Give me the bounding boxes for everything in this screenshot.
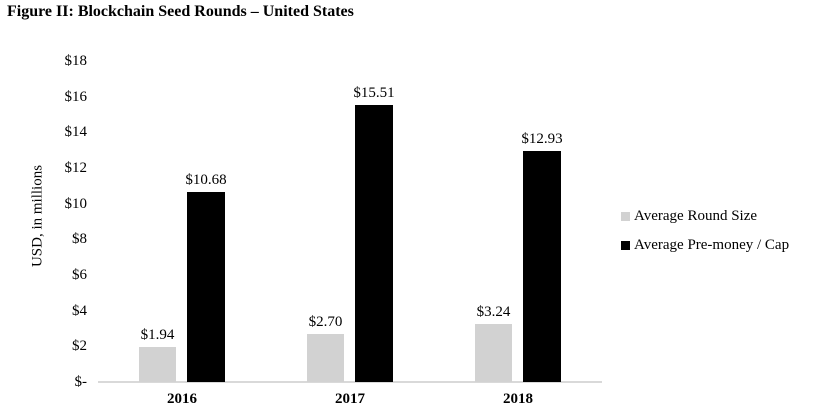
data-label-2018-average-round-size: $3.24 [476, 304, 511, 321]
legend-label: Average Pre-money / Cap [634, 236, 790, 253]
legend-label: Average Round Size [634, 207, 758, 224]
legend: Average Round Size Average Pre-money / Ca… [621, 206, 789, 264]
x-category-label-2016: 2016 [167, 391, 197, 407]
data-label-2016-average-pre-money-cap: $10.68 [185, 171, 227, 188]
bar-2018-average-round-size [475, 324, 512, 382]
bar-2017-average-pre-money-cap [355, 105, 393, 382]
y-tick-label: $2 [72, 338, 87, 355]
x-category-label-2017: 2017 [335, 391, 365, 407]
legend-item-average-pre-money-cap: Average Pre-money / Cap [621, 235, 789, 255]
bar-2016-average-round-size [139, 347, 176, 382]
data-label-2018-average-pre-money-cap: $12.93 [521, 131, 563, 148]
bar-2018-average-pre-money-cap [523, 151, 561, 382]
legend-marker-icon [621, 211, 630, 221]
y-tick-label: $16 [64, 88, 88, 105]
x-axis-line [98, 381, 602, 383]
y-tick-label: $14 [64, 124, 88, 141]
y-tick-label: $10 [64, 195, 88, 212]
legend-marker-icon [621, 240, 630, 250]
figure-title: Figure II: Blockchain Seed Rounds – Unit… [7, 3, 354, 20]
y-axis-title: USD, in millions [29, 164, 46, 268]
data-label-2017-average-pre-money-cap: $15.51 [353, 85, 395, 102]
y-tick-label: $12 [64, 160, 88, 176]
data-label-2017-average-round-size: $2.70 [308, 313, 343, 330]
bar-2016-average-pre-money-cap [187, 191, 225, 382]
y-tick-label: $18 [64, 53, 88, 69]
y-tick-label: $6 [72, 267, 87, 283]
y-tick-label: $8 [72, 231, 87, 248]
data-label-2016-average-round-size: $1.94 [140, 327, 175, 344]
y-tick-label: $4 [72, 302, 87, 319]
x-category-label-2018: 2018 [503, 391, 533, 407]
y-tick-label: $- [74, 374, 88, 390]
legend-item-average-round-size: Average Round Size [621, 206, 789, 226]
bar-2017-average-round-size [307, 333, 344, 382]
